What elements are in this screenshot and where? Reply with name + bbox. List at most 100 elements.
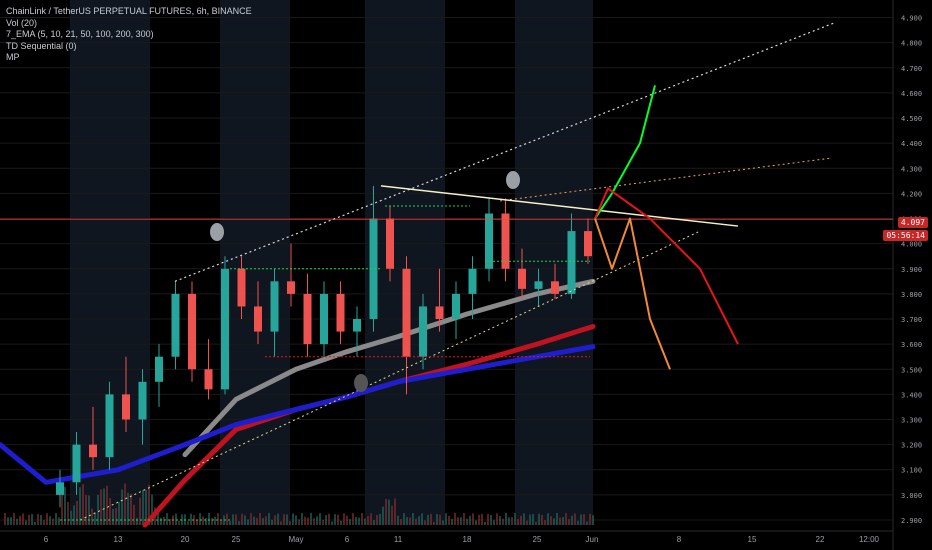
candle-body — [320, 293, 328, 345]
volume-bar — [415, 518, 417, 525]
x-tick-label: Jun — [586, 535, 599, 544]
volume-bar — [262, 518, 264, 525]
volume-bar — [337, 514, 339, 525]
volume-bar — [442, 520, 444, 525]
volume-bar — [469, 515, 471, 525]
volume-bar — [403, 513, 405, 525]
volume-bar — [10, 517, 12, 525]
candle-body — [155, 356, 163, 382]
x-tick-label: 25 — [232, 535, 241, 544]
volume-bar — [559, 517, 561, 525]
candle-body — [468, 268, 477, 294]
volume-bar — [148, 484, 150, 525]
volume-bar — [268, 513, 270, 525]
volume-bar — [592, 515, 594, 525]
candle-body — [122, 394, 130, 420]
volume-bar — [547, 513, 549, 525]
volume-bar — [292, 513, 294, 525]
volume-bar — [490, 514, 492, 525]
volume-bar — [322, 519, 324, 525]
candle-body — [435, 306, 444, 320]
volume-bar — [520, 515, 522, 525]
volume-bar — [244, 515, 246, 525]
volume-bar — [358, 517, 360, 525]
y-tick-label: 3.400 — [901, 391, 922, 399]
candle-body — [188, 293, 196, 370]
volume-bar — [25, 520, 27, 525]
volume-bar — [433, 521, 435, 525]
volume-bar — [325, 515, 327, 525]
volume-bar — [160, 517, 162, 525]
volume-bar — [553, 518, 555, 525]
study-mp[interactable]: MP — [6, 52, 20, 63]
volume-bar — [271, 519, 273, 525]
volume-bar — [475, 520, 477, 525]
candle-body — [270, 281, 279, 332]
volume-bar — [427, 514, 429, 525]
y-tick-label: 4.600 — [901, 90, 922, 98]
candle-body — [369, 218, 378, 320]
candle-body — [89, 444, 97, 458]
volume-bar — [196, 519, 198, 525]
volume-bar — [550, 516, 552, 525]
x-tick-label: 25 — [533, 535, 542, 544]
study-ema[interactable]: 7_EMA (5, 10, 21, 50, 100, 200, 300) — [6, 29, 154, 40]
volume-bar — [463, 513, 465, 525]
volume-bar — [418, 516, 420, 525]
x-tick-label: 12:00 — [859, 535, 880, 544]
volume-bar — [574, 513, 576, 525]
volume-bar — [361, 513, 363, 525]
volume-bar — [253, 516, 255, 525]
volume-bar — [28, 514, 30, 525]
volume-bar — [298, 519, 300, 525]
y-tick-label: 3.700 — [901, 316, 922, 324]
volume-bar — [112, 508, 114, 525]
volume-bar — [481, 513, 483, 525]
candle-body — [287, 281, 295, 294]
volume-bar — [496, 513, 498, 525]
symbol-title[interactable]: ChainLink / TetherUS PERPETUAL FUTURES, … — [6, 6, 252, 16]
volume-bar — [577, 520, 579, 525]
y-tick-label: 3.200 — [901, 442, 922, 450]
lower-channel-line — [79, 230, 701, 521]
candle-body — [237, 268, 246, 307]
y-tick-label: 3.000 — [901, 492, 922, 500]
volume-bar — [256, 517, 258, 525]
volume-bar — [121, 489, 123, 525]
volume-bar — [115, 507, 117, 525]
volume-bar — [448, 515, 450, 525]
volume-bar — [511, 517, 513, 525]
volume-bar — [136, 517, 138, 525]
volume-bar — [145, 490, 147, 525]
volume-bar — [94, 513, 96, 525]
volume-bar — [331, 521, 333, 525]
volume-bar — [106, 485, 108, 525]
volume-bar — [355, 516, 357, 525]
volume-bar — [589, 513, 591, 525]
upper-channel-line — [174, 22, 836, 282]
y-tick-label: 4.700 — [901, 65, 922, 73]
y-tick-label: 3.800 — [901, 291, 922, 299]
volume-bar — [421, 513, 423, 525]
resistance-trendline — [380, 185, 739, 227]
volume-bar — [55, 513, 57, 525]
x-axis: 6 13 20 25 May 6 11 18 25 Jun 8 15 22 12:00 — [44, 535, 880, 544]
volume-bar — [235, 514, 237, 525]
volume-bar — [232, 514, 234, 525]
volume-bar — [118, 501, 120, 525]
candle-body — [567, 231, 576, 294]
candle-body — [254, 306, 262, 332]
volume-bar — [202, 516, 204, 525]
pivot-marker — [506, 171, 520, 189]
study-vol[interactable]: Vol (20) — [6, 17, 38, 28]
volume-bar — [178, 520, 180, 525]
volume-bar — [544, 520, 546, 525]
volume-bar — [127, 492, 129, 525]
volume-bar — [313, 518, 315, 525]
candle-body — [138, 381, 147, 420]
y-tick-label: 4.900 — [901, 15, 922, 23]
volume-bar — [61, 487, 63, 525]
study-td-sequential[interactable]: TD Sequential (0) — [6, 40, 77, 51]
volume-bar — [142, 489, 144, 525]
